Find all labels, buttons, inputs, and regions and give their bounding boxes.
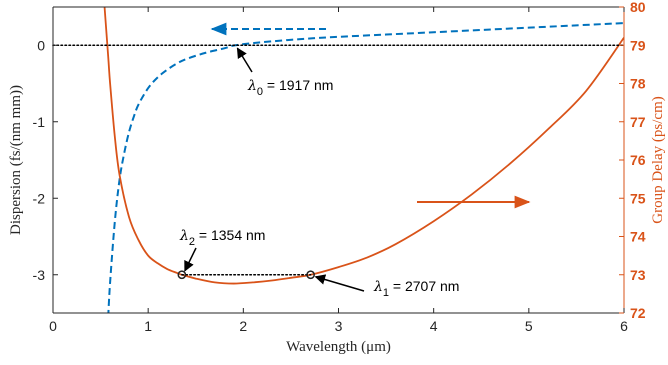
- x-tick-label: 1: [144, 318, 152, 334]
- lambda0-arrow: [236, 47, 253, 73]
- wavelength-marker: [177, 270, 187, 280]
- y-left-tick-label: 0: [37, 37, 45, 53]
- y-right-tick-label: 76: [630, 152, 646, 168]
- x-tick-label: 3: [335, 318, 343, 334]
- lambda1-arrow: [314, 274, 365, 292]
- dispersion-curve: [107, 22, 624, 313]
- lambda2-arrow: [184, 247, 197, 272]
- x-tick-label: 6: [620, 318, 628, 334]
- x-tick-label: 5: [525, 318, 533, 334]
- lambda1-annotation: λ1 = 2707 nm: [373, 278, 459, 299]
- wavelength-marker: [306, 270, 315, 280]
- y-left-tick-label: -2: [33, 190, 46, 206]
- x-tick-label: 0: [49, 318, 57, 334]
- lambda2-annotation: λ2 = 1354 nm: [179, 227, 265, 248]
- x-axis-label: Wavelength (μm): [286, 339, 391, 355]
- y-right-tick-label: 73: [630, 267, 646, 283]
- y-left-tick-label: -3: [33, 267, 46, 283]
- lambda0-annotation: λ0 = 1917 nm: [247, 77, 333, 98]
- y-axis-label-right: Group Delay (ps/cm): [650, 96, 666, 223]
- y-right-tick-label: 72: [630, 305, 646, 321]
- y-right-tick-label: 79: [630, 37, 646, 53]
- group-delay-curve: [103, 7, 624, 285]
- y-right-tick-label: 80: [630, 0, 646, 15]
- y-right-tick-label: 78: [630, 76, 646, 92]
- y-right-tick-label: 75: [630, 190, 646, 206]
- x-tick-label: 4: [430, 318, 438, 334]
- y-right-tick-label: 77: [630, 114, 646, 130]
- x-tick-label: 2: [239, 318, 247, 334]
- y-right-tick-label: 74: [630, 229, 646, 245]
- y-axis-label-left: Dispersion (fs/(nm mm)): [8, 85, 24, 235]
- y-left-tick-label: -1: [33, 114, 46, 130]
